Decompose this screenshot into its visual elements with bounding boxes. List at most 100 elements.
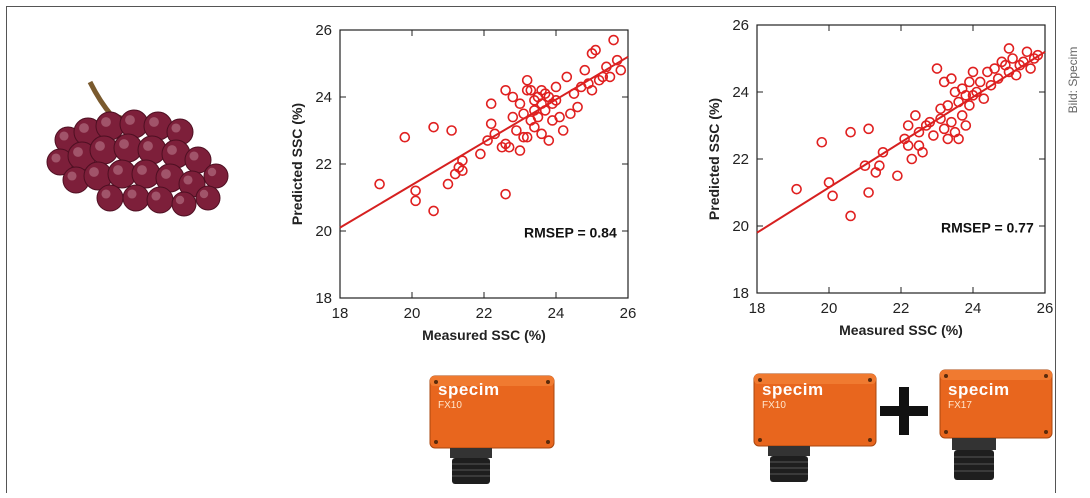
data-point [514, 145, 526, 156]
x-tick-label: 24 [548, 305, 565, 322]
grape-berry [171, 191, 197, 217]
data-point [906, 153, 918, 165]
data-point [482, 135, 493, 146]
data-point [597, 71, 609, 83]
grape-berry [203, 163, 229, 189]
camera-model: FX10 [438, 400, 462, 411]
data-point [615, 64, 627, 76]
figure-frame [6, 6, 1056, 493]
grape-berry [146, 186, 174, 214]
data-point [992, 73, 1004, 84]
data-point [946, 73, 957, 84]
data-point [877, 147, 889, 158]
grape-berry [131, 159, 161, 189]
data-point [917, 147, 928, 158]
data-point [489, 128, 501, 140]
data-point [521, 85, 533, 96]
x-tick-label: 26 [620, 305, 637, 322]
data-point [507, 91, 519, 103]
camera-fx10-combined: specim FX10 [752, 368, 880, 493]
x-tick-label: 24 [965, 300, 982, 317]
data-point [960, 90, 972, 101]
data-point [974, 76, 986, 88]
x-tick-label: 18 [749, 300, 766, 317]
data-point [503, 141, 515, 153]
data-point [953, 133, 964, 145]
data-point [845, 210, 856, 222]
x-tick-label: 22 [476, 305, 493, 322]
camera-brand: specim [948, 380, 1010, 399]
camera-body [939, 369, 1053, 480]
data-point [374, 178, 385, 190]
grapes-image [46, 80, 229, 217]
y-tick-label: 20 [315, 223, 332, 240]
data-point [557, 125, 569, 136]
data-point [485, 98, 497, 109]
y-tick-label: 18 [732, 285, 749, 302]
y-tick-label: 22 [315, 156, 332, 173]
camera-lens-icon [770, 456, 808, 482]
data-point [428, 205, 439, 217]
y-tick-label: 26 [315, 22, 332, 39]
y-tick-label: 20 [732, 218, 749, 235]
data-point [579, 64, 591, 76]
data-point [410, 185, 421, 197]
y-tick-label: 24 [732, 84, 749, 101]
scatter-chart-fx10: 18 20 22 24 26 18 20 22 24 26 Measured SSC (%) Pred… [289, 22, 637, 343]
y-tick-label: 24 [315, 89, 332, 106]
data-point [942, 100, 954, 111]
camera-body [429, 375, 555, 484]
data-point [960, 120, 972, 131]
data-point [1003, 43, 1015, 54]
data-point [913, 126, 925, 138]
data-point [608, 34, 619, 46]
data-point [946, 116, 957, 128]
camera-lens-icon [452, 458, 490, 484]
data-point [971, 86, 982, 98]
data-point [964, 76, 975, 88]
data-point [586, 85, 598, 96]
data-point [442, 178, 454, 190]
data-point [611, 54, 623, 66]
data-point [924, 116, 936, 128]
camera-model: FX10 [762, 400, 786, 411]
data-point [942, 133, 954, 145]
data-point [816, 136, 828, 148]
rmsep-annotation: RMSEP = 0.77 [941, 220, 1034, 236]
x-axis-label: Measured SSC (%) [422, 327, 546, 343]
data-point [1007, 53, 1018, 64]
x-tick-label: 18 [332, 305, 349, 322]
data-point [457, 155, 468, 166]
x-tick-label: 20 [404, 305, 421, 322]
x-tick-label: 20 [821, 300, 838, 317]
data-point [446, 125, 457, 136]
x-tick-label: 22 [893, 300, 910, 317]
data-point [928, 130, 939, 141]
data-point [935, 113, 946, 125]
grape-berry [122, 184, 150, 212]
data-point [399, 131, 411, 143]
y-axis-label: Predicted SSC (%) [289, 103, 305, 225]
camera-model: FX17 [948, 400, 972, 411]
data-point [931, 63, 943, 74]
data-point [823, 177, 835, 188]
data-point [561, 71, 573, 83]
data-point [500, 188, 511, 200]
data-point [989, 63, 1000, 74]
data-point [1010, 69, 1022, 81]
data-point [845, 126, 856, 138]
data-point [938, 123, 950, 135]
image-credit: Bild: Specim [1066, 40, 1080, 120]
data-point [525, 85, 537, 96]
data-point [550, 95, 562, 106]
x-axis-label: Measured SSC (%) [839, 322, 963, 338]
data-point [827, 190, 838, 202]
data-point [863, 123, 874, 135]
data-point [554, 111, 565, 123]
camera-brand: specim [762, 380, 824, 399]
data-point [568, 88, 580, 99]
data-point [874, 160, 885, 171]
data-point [953, 96, 964, 108]
y-tick-label: 18 [315, 290, 332, 307]
data-point [985, 80, 997, 91]
